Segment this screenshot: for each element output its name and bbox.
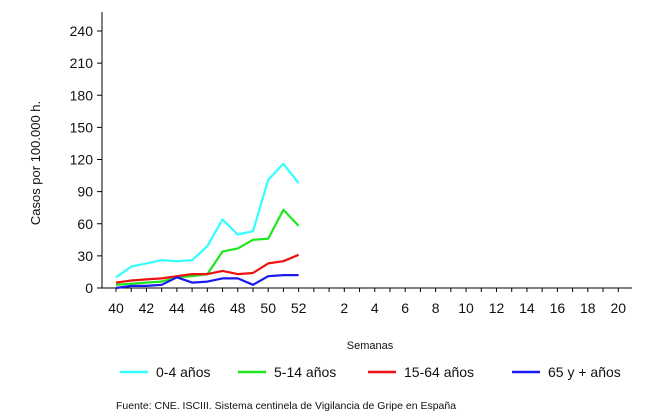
legend-label: 65 y + años xyxy=(548,364,621,380)
y-tick-label: 90 xyxy=(77,184,93,200)
x-tick-label: 46 xyxy=(200,300,216,316)
x-tick-label: 12 xyxy=(489,300,505,316)
x-tick-label: 4 xyxy=(371,300,379,316)
x-tick-label: 50 xyxy=(260,300,276,316)
x-tick-label: 20 xyxy=(610,300,626,316)
y-tick-label: 30 xyxy=(77,248,93,264)
y-tick-label: 0 xyxy=(85,280,93,296)
x-axis-title: Semanas xyxy=(347,340,394,352)
x-tick-label: 18 xyxy=(580,300,596,316)
series-line-4 xyxy=(115,274,299,290)
x-tick-label: 48 xyxy=(230,300,246,316)
y-tick-label: 150 xyxy=(70,119,94,135)
series-line-1 xyxy=(115,162,300,279)
x-tick-label: 42 xyxy=(139,300,155,316)
series-lines xyxy=(115,162,300,290)
x-tick-label: 2 xyxy=(340,300,348,316)
x-tick-label: 8 xyxy=(432,300,440,316)
legend: 0-4 años 5-14 años 15-64 años 65 y + años xyxy=(120,364,621,380)
y-tick-label: 120 xyxy=(70,152,94,168)
legend-label: 15-64 años xyxy=(404,364,474,380)
series-line-3 xyxy=(115,253,300,284)
x-tick-label: 6 xyxy=(401,300,409,316)
x-tick-label: 10 xyxy=(458,300,474,316)
y-axis: 0 30 60 90 120 150 180 210 240 xyxy=(70,12,103,296)
y-axis-title: Casos por 100.000 h. xyxy=(28,101,43,225)
legend-label: 5-14 años xyxy=(274,364,336,380)
x-axis: 40 42 44 46 48 50 52 2 4 6 8 10 12 14 16 18 20 xyxy=(102,287,632,316)
x-tick-label: 14 xyxy=(519,300,535,316)
legend-label: 0-4 años xyxy=(156,364,210,380)
x-tick-label: 52 xyxy=(291,300,307,316)
y-tick-label: 210 xyxy=(70,55,94,71)
y-tick-label: 240 xyxy=(70,23,94,39)
y-tick-label: 180 xyxy=(70,87,94,103)
x-tick-label: 16 xyxy=(550,300,566,316)
source-note: Fuente: CNE. ISCIII. Sistema centinela d… xyxy=(116,400,456,412)
y-tick-label: 60 xyxy=(77,216,93,232)
x-tick-label: 44 xyxy=(169,300,185,316)
x-tick-label: 40 xyxy=(108,300,124,316)
